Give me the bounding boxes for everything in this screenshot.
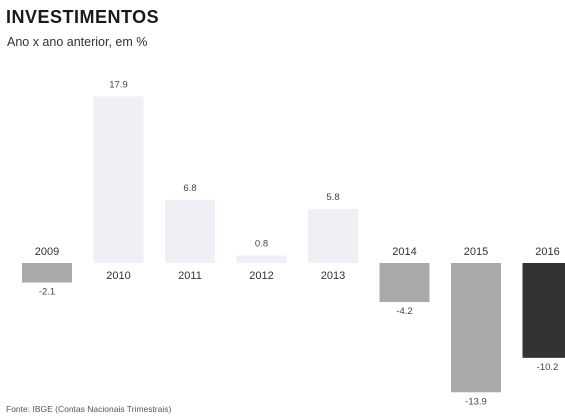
value-label-2016: -10.2	[537, 362, 559, 373]
bar-2010	[93, 96, 144, 263]
value-label-2010: 17.9	[109, 80, 128, 91]
value-label-2013: 5.8	[326, 192, 339, 203]
category-label-2014: 2014	[392, 246, 416, 258]
value-label-2011: 6.8	[183, 183, 196, 194]
bar-2015	[451, 263, 501, 393]
bar-2013	[308, 209, 358, 263]
category-label-2011: 2011	[178, 270, 202, 282]
value-label-2014: -4.2	[396, 306, 412, 317]
category-label-2010: 2010	[106, 270, 130, 282]
category-label-2012: 2012	[249, 270, 273, 282]
value-label-2012: 0.8	[255, 239, 268, 250]
bar-2014	[379, 263, 430, 303]
category-label-2015: 2015	[464, 246, 488, 258]
bar-2009	[22, 263, 72, 283]
category-label-2009: 2009	[35, 246, 59, 258]
value-label-2009: -2.1	[39, 287, 55, 298]
source-note: Fonte: IBGE (Contas Nacionais Trimestrai…	[6, 404, 172, 414]
bar-2011	[165, 199, 215, 263]
bar-2016	[522, 263, 565, 358]
category-label-2016: 2016	[535, 246, 559, 258]
chart-subtitle: Ano x ano anterior, em %	[7, 35, 148, 49]
chart-title: INVESTIMENTOS	[6, 7, 160, 27]
value-label-2015: -13.9	[465, 396, 487, 407]
category-label-2013: 2013	[321, 270, 345, 282]
bar-2012	[236, 255, 287, 263]
